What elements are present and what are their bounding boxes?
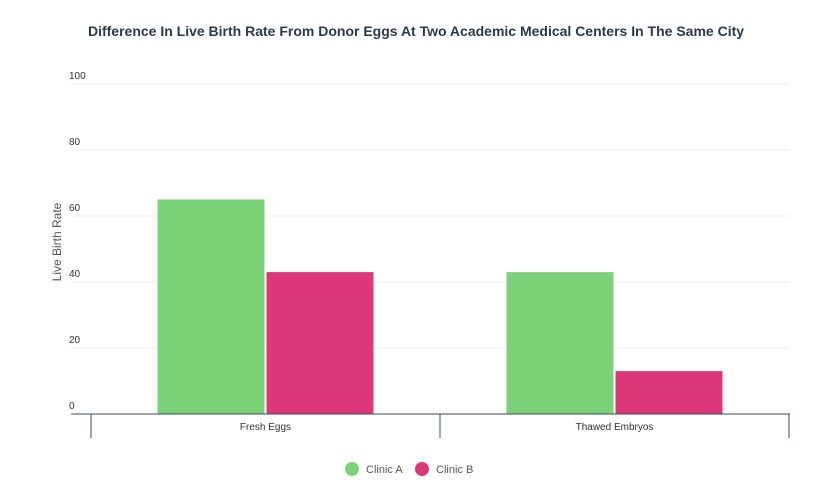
y-tick-label: 40 (69, 269, 81, 280)
legend-item[interactable]: Clinic B (415, 462, 473, 476)
y-tick-label: 80 (69, 137, 81, 148)
x-category-label: Thawed Embryos (576, 422, 654, 433)
bar (157, 199, 265, 414)
legend-swatch (345, 462, 359, 476)
x-axis: Fresh Eggs Thawed Embryos (71, 413, 790, 438)
bar (615, 371, 723, 414)
chart-title: Difference In Live Birth Rate From Donor… (88, 23, 744, 39)
legend-label: Clinic A (366, 464, 403, 476)
y-tick-label: 20 (69, 335, 81, 346)
y-tick-label: 60 (69, 203, 81, 214)
bars (157, 199, 723, 414)
legend[interactable]: Clinic A Clinic B (345, 462, 473, 476)
bar (266, 272, 374, 414)
legend-swatch (415, 462, 429, 476)
bar (506, 272, 614, 414)
x-category-label: Fresh Eggs (240, 422, 291, 433)
legend-item[interactable]: Clinic A (345, 462, 403, 476)
y-tick-label: 0 (69, 401, 75, 412)
y-axis-label: Live Birth Rate (50, 202, 64, 281)
y-axis-ticks: 0 20 40 60 80 100 (69, 71, 86, 412)
y-tick-label: 100 (69, 71, 86, 82)
legend-label: Clinic B (436, 464, 473, 476)
